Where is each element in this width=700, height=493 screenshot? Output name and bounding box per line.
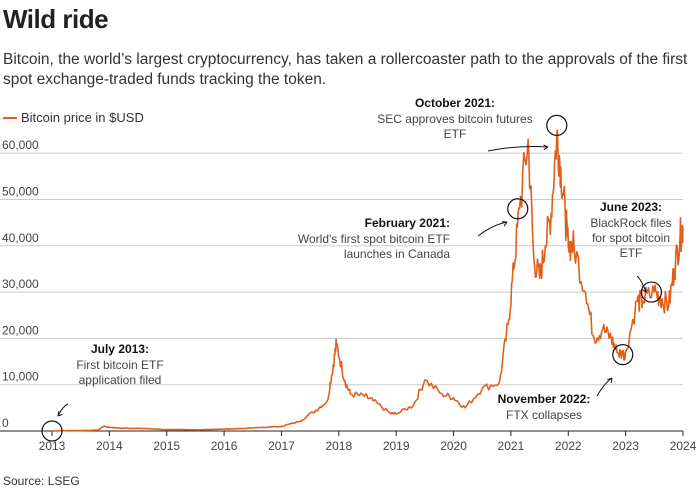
annotation-arrowhead-jul2013 [57, 410, 63, 417]
annotation-title-nov2022: November 2022: [498, 392, 591, 406]
annotation-circle-oct2021 [546, 114, 568, 136]
y-tick-label: 10,000 [2, 370, 39, 384]
annotation-text-oct2021: ETF [444, 127, 467, 141]
annotation-arrowhead-jun2023 [641, 286, 647, 293]
annotation-text-oct2021: SEC approves bitcoin futures [377, 112, 532, 126]
annotation-text-jul2013: First bitcoin ETF [76, 358, 163, 372]
x-tick-label: 2022 [555, 439, 582, 453]
annotation-text-feb2021: launches in Canada [344, 247, 450, 261]
x-tick-label: 2019 [383, 439, 410, 453]
x-tick-label: 2014 [96, 439, 123, 453]
page-title: Wild ride [3, 4, 109, 34]
series-line-bitcoin [52, 129, 684, 432]
annotation-arrow-nov2022 [596, 377, 613, 397]
y-tick-label: 0 [2, 416, 9, 430]
chart-legend: Bitcoin price in $USD [3, 110, 144, 125]
annotation-arrowhead-feb2021 [501, 221, 508, 227]
annotation-text-jun2023: ETF [620, 246, 643, 260]
annotation-text-jul2013: application filed [79, 373, 162, 387]
y-tick-label: 30,000 [2, 277, 39, 291]
annotation-text-feb2021: World's first spot bitcoin ETF [298, 232, 450, 246]
y-tick-label: 20,000 [2, 323, 39, 337]
annotation-arrow-oct2021 [487, 146, 549, 152]
page-subtitle: Bitcoin, the world’s largest cryptocurre… [3, 51, 688, 88]
x-tick-label: 2017 [268, 439, 295, 453]
legend-swatch [3, 116, 17, 119]
x-tick-label: 2016 [211, 439, 238, 453]
annotation-title-jun2023: June 2023: [600, 200, 662, 214]
legend-label: Bitcoin price in $USD [21, 110, 144, 125]
annotation-circle-nov2022 [612, 343, 634, 366]
y-tick-label: 50,000 [2, 184, 39, 198]
annotation-text-nov2022: FTX collapses [506, 408, 582, 422]
annotation-circle-jul2013 [41, 420, 63, 442]
annotation-title-jul2013: July 2013: [91, 342, 149, 356]
annotation-title-oct2021: October 2021: [415, 96, 495, 110]
x-tick-label: 2024 [670, 439, 697, 453]
annotation-circle-jun2023 [640, 281, 663, 303]
annotation-circle-feb2021 [507, 198, 529, 220]
annotation-arrow-jun2023 [636, 275, 647, 293]
annotation-text-jun2023: for spot bitcoin [592, 231, 670, 245]
annotation-arrowhead-oct2021 [543, 144, 549, 151]
annotation-title-feb2021: February 2021: [365, 216, 450, 230]
x-tick-label: 2021 [498, 439, 525, 453]
source-note: Source: LSEG [3, 474, 80, 488]
y-tick-label: 40,000 [2, 231, 39, 245]
annotation-arrow-jul2013 [57, 403, 69, 417]
annotation-arrow-feb2021 [477, 221, 508, 237]
y-tick-label: 60,000 [2, 138, 39, 152]
x-tick-label: 2018 [325, 439, 352, 453]
x-tick-label: 2023 [612, 439, 639, 453]
annotation-arrowhead-nov2022 [607, 377, 613, 384]
x-tick-label: 2013 [39, 439, 66, 453]
annotation-text-jun2023: BlackRock files [590, 216, 671, 230]
x-tick-label: 2015 [153, 439, 180, 453]
x-tick-label: 2020 [440, 439, 467, 453]
